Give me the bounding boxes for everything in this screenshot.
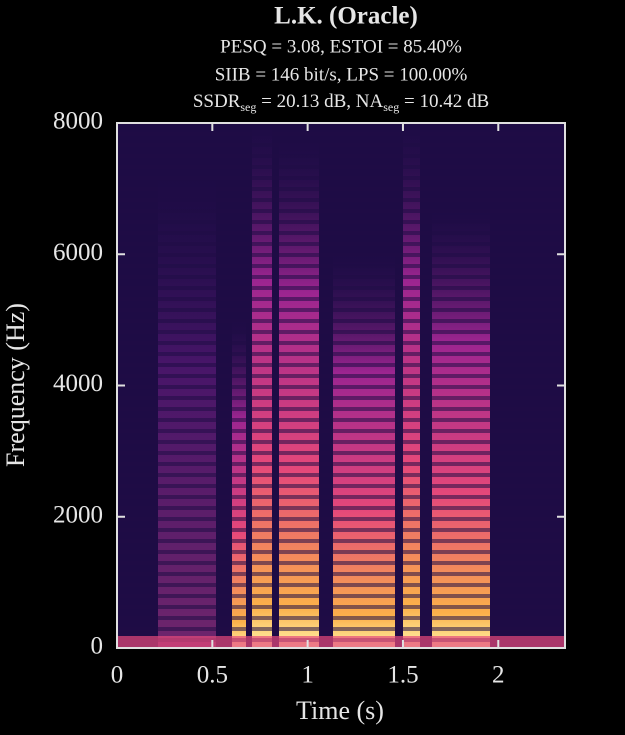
- subtitle: PESQ = 3.08, ESTOI = 85.40%: [220, 36, 462, 57]
- y-tick-label: 0: [91, 633, 104, 660]
- y-tick-label: 4000: [53, 370, 103, 397]
- x-tick-label: 0.5: [197, 662, 228, 689]
- y-tick-label: 8000: [53, 108, 103, 135]
- x-tick-label: 1: [301, 662, 314, 689]
- y-tick-label: 2000: [53, 501, 103, 528]
- y-tick-label: 6000: [53, 239, 103, 266]
- spectrogram-image: [117, 123, 565, 648]
- subtitle-part: = 20.13 dB, NA: [256, 91, 383, 112]
- subscript: seg: [383, 100, 399, 114]
- x-tick-label: 0: [111, 662, 124, 689]
- subscript: seg: [240, 100, 256, 114]
- x-tick-label: 1.5: [387, 662, 418, 689]
- subtitle-part: = 10.42 dB: [399, 91, 489, 112]
- chart-title: L.K. (Oracle): [274, 3, 418, 30]
- subtitle: SSDRseg = 20.13 dB, NAseg = 10.42 dB: [193, 91, 489, 113]
- x-tick-label: 2: [492, 662, 505, 689]
- subtitle-part: SSDR: [193, 91, 241, 112]
- x-axis-label: Time (s): [296, 696, 384, 725]
- y-axis-label: Frequency (Hz): [1, 303, 30, 467]
- subtitle: SIIB = 146 bit/s, LPS = 100.00%: [215, 64, 468, 85]
